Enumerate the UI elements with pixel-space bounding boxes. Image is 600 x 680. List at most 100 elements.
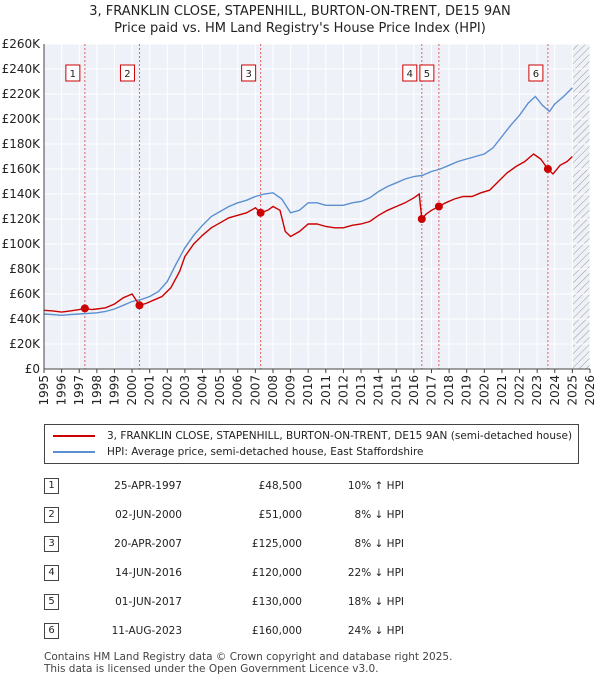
- y-tick-label: £260K: [2, 37, 42, 51]
- x-tick-label: 2004: [196, 375, 210, 406]
- x-tick-label: 2010: [301, 375, 315, 406]
- sale-date: 01-JUN-2017: [115, 595, 182, 608]
- sale-label-number: 5: [424, 69, 430, 80]
- sale-price: £120,000: [251, 566, 302, 579]
- table-row: 5 01-JUN-2017 £130,000 18% ↓ HPI: [44, 587, 404, 616]
- sale-label-box: [241, 64, 257, 82]
- x-tick-label: 2002: [160, 375, 174, 406]
- x-tick-label: 2026: [583, 375, 597, 406]
- y-tick-label: £100K: [2, 237, 42, 251]
- legend-item-hpi: HPI: Average price, semi-detached house,…: [53, 444, 424, 460]
- y-tick-label: £60K: [9, 287, 41, 301]
- sale-price: £48,500: [258, 479, 302, 492]
- table-row: 1 25-APR-1997 £48,500 10% ↑ HPI: [44, 471, 404, 500]
- x-tick-label: 2024: [548, 375, 562, 406]
- hpi-line: [44, 87, 573, 317]
- table-row: 6 11-AUG-2023 £160,000 24% ↓ HPI: [44, 616, 404, 645]
- price-chart: £0 £20K £40K £60K £80K £100K £120K £140K £160K £1…: [2, 37, 597, 406]
- x-tick-label: 1998: [90, 375, 104, 406]
- x-tick-label: 2021: [495, 375, 509, 406]
- x-tick-label: 2009: [284, 375, 298, 406]
- sale-point: [256, 208, 265, 217]
- y-tick-label: £220K: [2, 87, 42, 101]
- sale-date: 02-JUN-2000: [115, 508, 182, 521]
- sale-hpi-diff: 24% ↓ HPI: [347, 624, 404, 637]
- footer-copyright: Contains HM Land Registry data © Crown c…: [44, 651, 453, 663]
- sale-hpi-diff: 8% ↓ HPI: [354, 537, 404, 550]
- plot-background: [44, 44, 590, 369]
- x-tick-label: 2017: [424, 375, 438, 406]
- x-tick-label: 2015: [389, 375, 403, 406]
- y-tick-label: £140K: [2, 187, 42, 201]
- x-tick-label: 2013: [354, 375, 368, 406]
- sale-hpi-diff: 10% ↑ HPI: [347, 479, 404, 492]
- table-row: 2 02-JUN-2000 £51,000 8% ↓ HPI: [44, 500, 404, 529]
- x-tick-label: 2001: [143, 375, 157, 406]
- table-row: 3 20-APR-2007 £125,000 8% ↓ HPI: [44, 529, 404, 558]
- x-tick-label: 2023: [530, 375, 544, 406]
- legend-item-property: 3, FRANKLIN CLOSE, STAPENHILL, BURTON-ON…: [53, 428, 572, 444]
- sale-label-box: [419, 64, 435, 82]
- sale-label-number: 6: [533, 69, 539, 80]
- sale-price: £130,000: [251, 595, 302, 608]
- sales-table: 1 25-APR-1997 £48,500 10% ↑ HPI 2 02-JUN-2000…: [44, 471, 404, 645]
- x-tick-label: 2019: [460, 375, 474, 406]
- x-tick-label: 2016: [407, 375, 421, 406]
- footer: Contains HM Land Registry data © Crown c…: [44, 651, 452, 675]
- x-tick-label: 2022: [513, 375, 527, 406]
- sale-date: 11-AUG-2023: [111, 624, 182, 637]
- legend-swatch-hpi: [53, 451, 95, 453]
- sale-number-badge: 5: [44, 593, 59, 610]
- legend-label-property: 3, FRANKLIN CLOSE, STAPENHILL, BURTON-ON…: [107, 430, 573, 442]
- x-tick-label: 1997: [72, 375, 86, 406]
- y-tick-label: £40K: [9, 312, 41, 326]
- sale-hpi-diff: 18% ↓ HPI: [347, 595, 404, 608]
- y-tick-label: £200K: [2, 112, 42, 126]
- sale-number-badge: 6: [44, 622, 59, 639]
- future-hatch-region: [572, 44, 590, 369]
- y-tick-label: £120K: [2, 212, 42, 226]
- chart-subtitle: Price paid vs. HM Land Registry's House …: [114, 21, 486, 36]
- chart-legend: 3, FRANKLIN CLOSE, STAPENHILL, BURTON-ON…: [44, 424, 579, 464]
- sale-label-box: [402, 64, 418, 82]
- sale-number-badge: 2: [44, 506, 59, 523]
- sale-point: [543, 165, 552, 173]
- y-tick-label: £80K: [9, 262, 41, 276]
- sale-label-number: 1: [70, 69, 76, 80]
- x-tick-label: 2006: [231, 375, 245, 406]
- sale-label-number: 4: [407, 69, 413, 80]
- x-tick-label: 1995: [37, 375, 51, 406]
- sale-date: 14-JUN-2016: [115, 566, 182, 579]
- sale-point: [80, 304, 89, 313]
- x-tick-label: 2011: [319, 375, 333, 406]
- table-row: 4 14-JUN-2016 £120,000 22% ↓ HPI: [44, 558, 404, 587]
- sale-price: £160,000: [251, 624, 302, 637]
- x-tick-label: 2005: [213, 375, 227, 406]
- sale-date: 25-APR-1997: [114, 479, 182, 492]
- footer-licence: This data is licensed under the Open Gov…: [44, 663, 379, 675]
- sale-number-badge: 1: [44, 477, 59, 494]
- y-tick-label: £20K: [9, 337, 41, 351]
- sale-point: [135, 301, 144, 310]
- chart-title: 3, FRANKLIN CLOSE, STAPENHILL, BURTON-ON…: [89, 4, 511, 19]
- sale-number-badge: 4: [44, 564, 59, 581]
- sale-label-box: [65, 64, 81, 82]
- sale-hpi-diff: 8% ↓ HPI: [354, 508, 404, 521]
- x-tick-label: 2008: [266, 375, 280, 406]
- x-tick-label: 2000: [125, 375, 139, 406]
- x-tick-label: 1996: [55, 375, 69, 406]
- sale-number-badge: 3: [44, 535, 59, 552]
- x-tick-label: 2018: [442, 375, 456, 406]
- x-tick-label: 2003: [178, 375, 192, 406]
- x-tick-label: 2020: [477, 375, 491, 406]
- x-tick-label: 2012: [336, 375, 350, 406]
- sale-label-box: [528, 64, 544, 82]
- x-tick-label: 1999: [107, 375, 121, 406]
- x-tick-label: 2014: [372, 375, 386, 406]
- x-tick-label: 2007: [248, 375, 262, 406]
- sale-price: £51,000: [258, 508, 302, 521]
- y-tick-label: £0: [25, 362, 40, 376]
- sale-point: [417, 215, 426, 223]
- property-price-line: [44, 153, 573, 313]
- sale-label-box: [119, 64, 135, 82]
